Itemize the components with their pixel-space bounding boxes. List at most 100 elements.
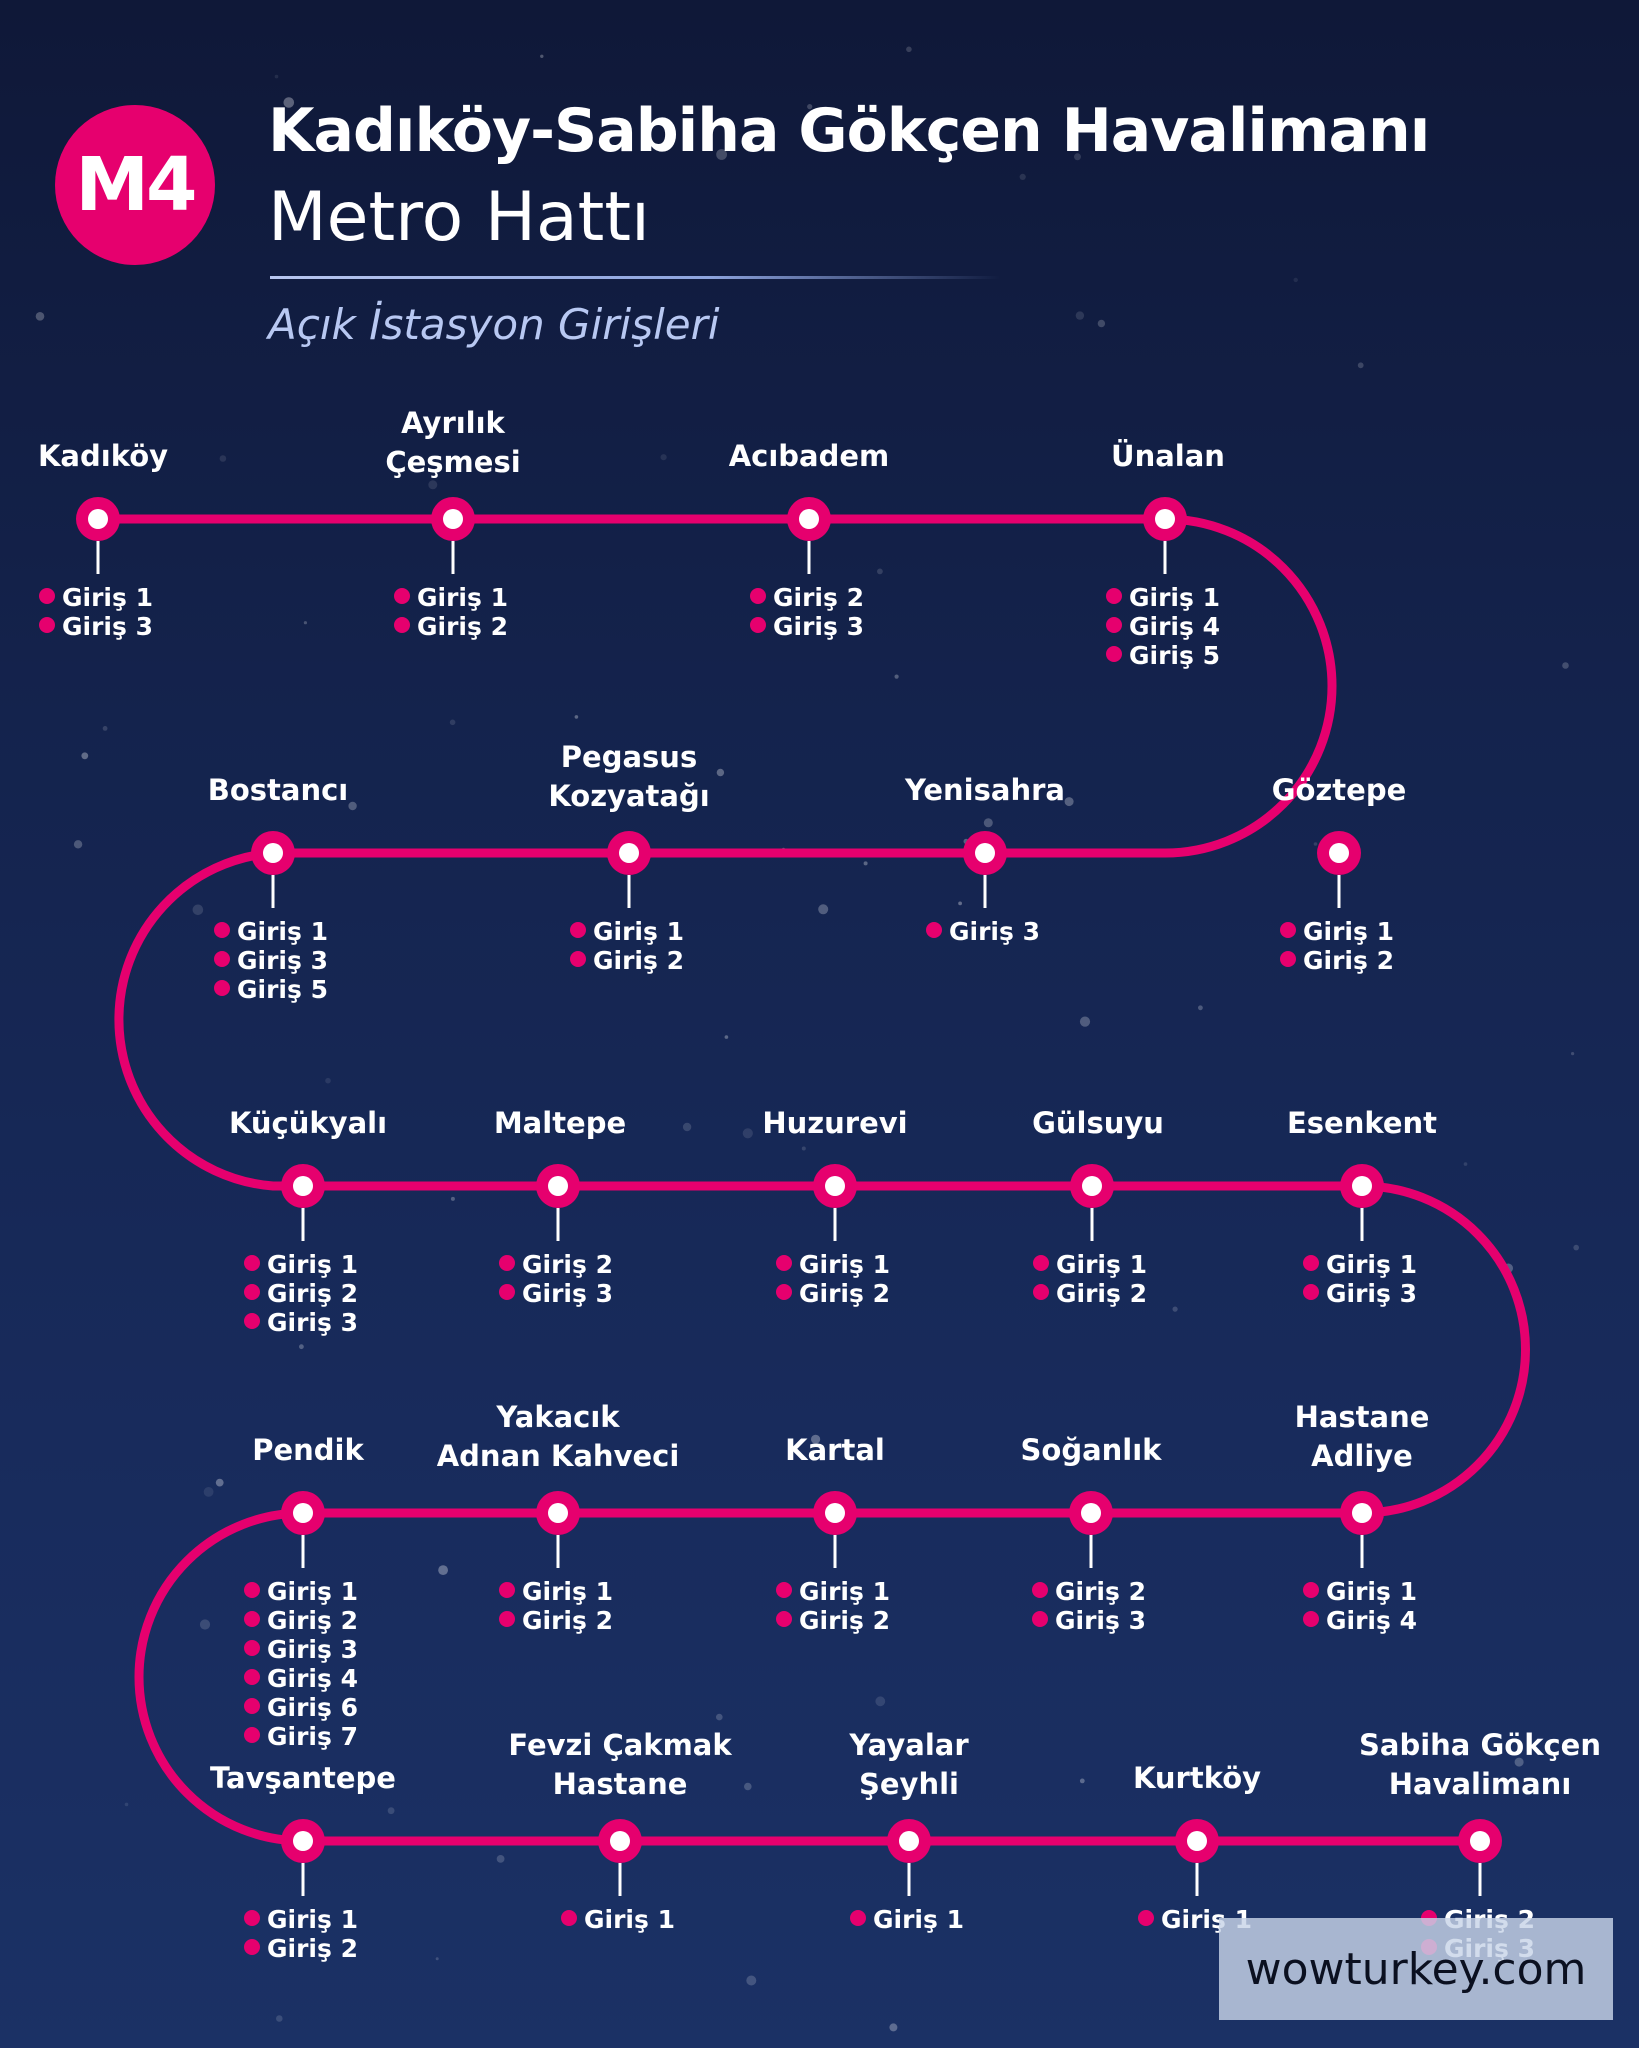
station-name: Esenkent	[1287, 1106, 1437, 1140]
station-marker-center	[548, 1176, 568, 1196]
entrance-label: Giriş 2	[267, 1279, 358, 1308]
station-name: Soğanlık	[1021, 1433, 1163, 1467]
entrance-label: Giriş 1	[267, 1905, 358, 1934]
entrance-dot	[776, 1611, 792, 1627]
entrance-label: Giriş 3	[267, 1308, 358, 1337]
station-marker-center	[1082, 1176, 1102, 1196]
title-divider	[270, 276, 1000, 279]
station-name: Sabiha Gökçen	[1359, 1728, 1601, 1762]
station-name: Kadıköy	[38, 439, 168, 473]
entrance-dot	[776, 1255, 792, 1271]
entrance-label: Giriş 1	[593, 917, 684, 946]
entrance-label: Giriş 1	[584, 1905, 675, 1934]
star-dot	[1075, 311, 1085, 320]
star-dot	[1514, 1757, 1524, 1767]
star-dot	[801, 1146, 806, 1151]
star-dot	[1074, 153, 1081, 161]
star-dot	[1571, 1052, 1575, 1056]
star-dot	[983, 818, 993, 828]
station-marker-center	[619, 843, 639, 863]
station-marker-center	[443, 509, 463, 529]
star-dot	[1357, 362, 1364, 369]
entrance-label: Giriş 1	[267, 1250, 358, 1279]
star-dot	[81, 752, 89, 760]
station-marker-center	[1352, 1503, 1372, 1523]
station: Yayalar Şeyhli Giriş 1	[848, 1728, 969, 1934]
star-dot	[199, 1619, 211, 1630]
entrance-dot	[750, 588, 766, 604]
station-name: Havalimanı	[1389, 1767, 1572, 1801]
entrance-dot	[1106, 617, 1122, 633]
entrance-dot	[39, 588, 55, 604]
star-dot	[807, 104, 813, 110]
station-marker-center	[293, 1831, 313, 1851]
watermark-text: wowturkey.com	[1245, 1943, 1587, 1995]
station-name: Adliye	[1311, 1439, 1413, 1473]
entrance-dot	[1032, 1582, 1048, 1598]
entrance-label: Giriş 5	[237, 975, 328, 1004]
entrance-label: Giriş 4	[1326, 1606, 1417, 1635]
star-dot	[124, 1802, 129, 1807]
entrance-label: Giriş 3	[1326, 1279, 1417, 1308]
entrance-label: Giriş 1	[873, 1905, 964, 1934]
entrance-label: Giriş 3	[62, 612, 153, 641]
star-dot	[742, 1128, 753, 1139]
entrance-dot	[244, 1284, 260, 1300]
star-dot	[1079, 1778, 1085, 1784]
star-dot	[219, 455, 227, 462]
entrance-dot	[1303, 1582, 1319, 1598]
entrance-dot	[1303, 1284, 1319, 1300]
station-name: Ünalan	[1111, 439, 1225, 473]
entrance-dot	[1032, 1611, 1048, 1627]
star-dot	[877, 568, 883, 575]
station-marker-center	[825, 1503, 845, 1523]
station-marker-center	[263, 843, 283, 863]
station-name: Hastane	[553, 1767, 688, 1801]
star-dot	[299, 1344, 304, 1350]
entrance-dot	[570, 922, 586, 938]
station-marker-center	[899, 1831, 919, 1851]
entrance-dot	[244, 1611, 260, 1627]
station-name: Tavşantepe	[210, 1761, 396, 1795]
entrance-label: Giriş 1	[1129, 583, 1220, 612]
entrance-label: Giriş 2	[799, 1279, 890, 1308]
station-marker-center	[1470, 1831, 1490, 1851]
station-name: Adnan Kahveci	[437, 1439, 680, 1473]
entrance-dot	[244, 1698, 260, 1714]
entrance-dot	[1280, 951, 1296, 967]
entrance-dot	[1033, 1255, 1049, 1271]
star-dot	[574, 715, 579, 719]
station-name: Yakacık	[495, 1400, 620, 1434]
station: Fevzi Çakmak Hastane Giriş 1	[508, 1728, 732, 1934]
star-dot	[724, 1035, 729, 1039]
station-name: Maltepe	[494, 1106, 626, 1140]
star-dot	[1573, 1244, 1579, 1251]
star-dot	[746, 1975, 757, 1986]
star-dot	[1079, 1016, 1091, 1027]
star-dot	[215, 1478, 224, 1487]
entrance-dot	[776, 1284, 792, 1300]
star-dot	[192, 904, 204, 916]
star-dot	[438, 1565, 448, 1575]
entrance-label: Giriş 1	[62, 583, 153, 612]
entrance-label: Giriş 1	[799, 1577, 890, 1606]
star-dot	[435, 1957, 439, 1961]
entrance-dot	[244, 1669, 260, 1685]
entrance-label: Giriş 1	[1303, 917, 1394, 946]
station-name: Pegasus	[561, 740, 697, 774]
station-marker-center	[88, 509, 108, 529]
entrance-dot	[776, 1582, 792, 1598]
entrance-label: Giriş 3	[267, 1635, 358, 1664]
station-name: Acıbadem	[729, 439, 890, 473]
